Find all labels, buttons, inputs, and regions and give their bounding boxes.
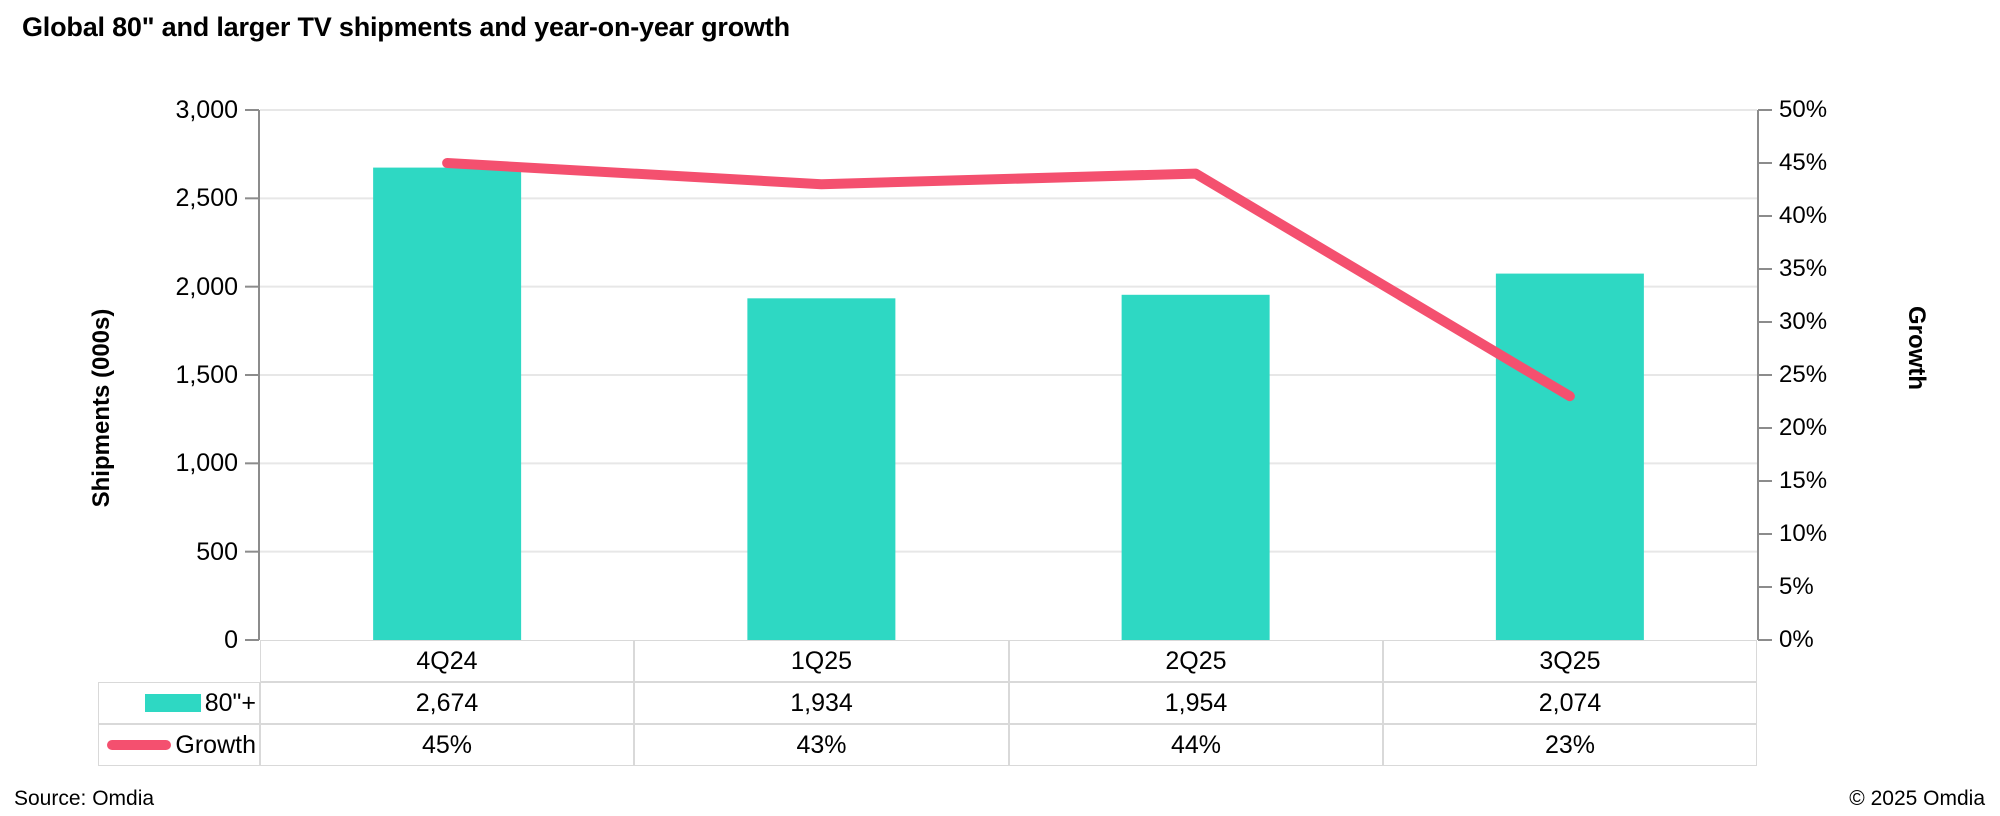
left-tick-label-1,000: 1,000: [175, 449, 238, 478]
table-cell-r1-c1: 43%: [634, 724, 1009, 766]
legend-line-swatch-icon: [107, 740, 172, 750]
table-cell-r0-c2: 1,954: [1009, 682, 1383, 724]
table-cell-r1-c2: 44%: [1009, 724, 1383, 766]
right-tick-label-50%: 50%: [1779, 96, 1828, 123]
legend-cell-80"+: 80"+: [98, 682, 260, 724]
table-header-1Q25: 1Q25: [634, 640, 1009, 682]
right-tick-label-20%: 20%: [1779, 414, 1828, 441]
right-tick-label-40%: 40%: [1779, 202, 1828, 229]
bar-2Q25: [1121, 294, 1270, 640]
source-note: Source: Omdia: [14, 787, 155, 810]
page-title: Global 80" and larger TV shipments and y…: [22, 12, 790, 42]
legend-cell-Growth: Growth: [98, 724, 260, 766]
left-axis-title: Shipments (000s): [88, 308, 115, 508]
right-tick-label-0%: 0%: [1779, 626, 1814, 653]
bar-4Q24: [373, 167, 522, 641]
legend-label: Growth: [175, 730, 256, 759]
left-tick-label-1,500: 1,500: [175, 361, 238, 389]
right-axis-title: Growth: [1903, 306, 1930, 390]
left-tick-label-2,500: 2,500: [175, 184, 238, 213]
bar-3Q25: [1495, 273, 1644, 640]
table-header-2Q25: 2Q25: [1009, 640, 1383, 682]
right-tick-label-15%: 15%: [1779, 467, 1828, 494]
table-cell-r1-c3: 23%: [1383, 724, 1757, 766]
right-tick-label-45%: 45%: [1779, 149, 1828, 176]
left-tick-label-500: 500: [196, 537, 238, 566]
right-tick-label-10%: 10%: [1779, 520, 1828, 547]
table-cell-r1-c0: 45%: [260, 724, 634, 766]
growth-line: [442, 158, 1575, 402]
left-tick-label-0: 0: [224, 626, 238, 654]
table-header-3Q25: 3Q25: [1383, 640, 1757, 682]
right-tick-label-35%: 35%: [1779, 255, 1828, 282]
copyright-note: © 2025 Omdia: [1849, 787, 1985, 810]
right-tick-label-5%: 5%: [1779, 573, 1814, 600]
left-tick-label-2,000: 2,000: [175, 272, 238, 301]
table-header-4Q24: 4Q24: [260, 640, 634, 682]
table-cell-r0-c0: 2,674: [260, 682, 634, 724]
legend-label: 80"+: [204, 688, 256, 717]
right-tick-label-25%: 25%: [1779, 361, 1828, 388]
bar-1Q25: [747, 298, 896, 640]
table-cell-r0-c3: 2,074: [1383, 682, 1757, 724]
table-cell-r0-c1: 1,934: [634, 682, 1009, 724]
right-tick-label-30%: 30%: [1779, 308, 1828, 335]
left-tick-label-3,000: 3,000: [175, 96, 238, 124]
legend-bar-swatch-icon: [144, 694, 201, 712]
